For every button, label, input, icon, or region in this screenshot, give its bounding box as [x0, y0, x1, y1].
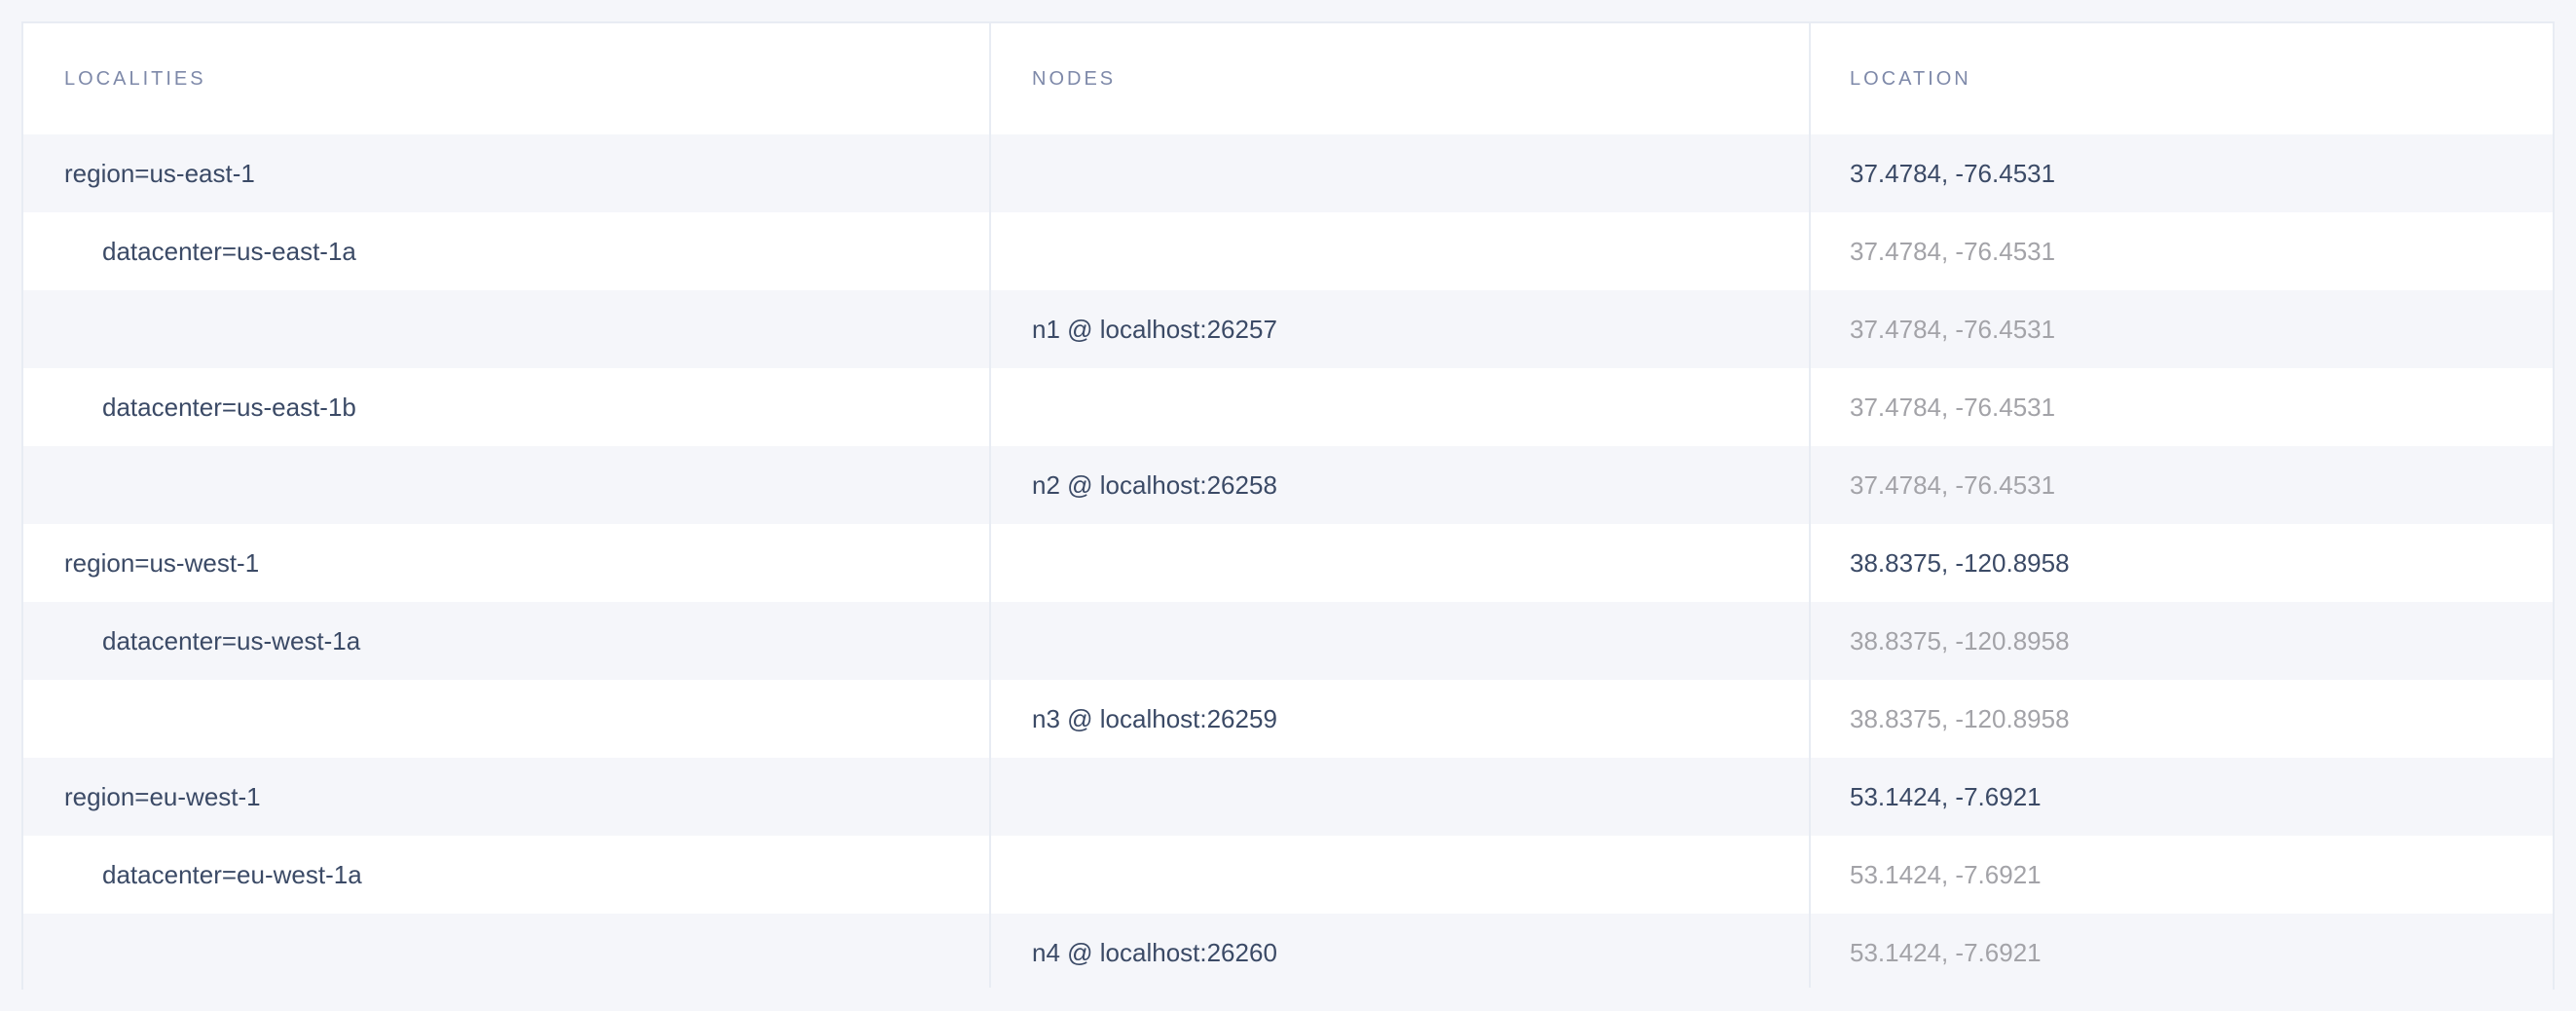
locality-cell: datacenter=eu-west-1a: [102, 860, 362, 889]
locality-cell: region=us-east-1: [64, 159, 255, 188]
location-cell: 38.8375, -120.8958: [1850, 626, 2070, 655]
table-row: region=us-east-1 37.4784, -76.4531: [23, 134, 2553, 212]
location-cell: 53.1424, -7.6921: [1850, 860, 2042, 889]
table-row: region=us-west-1 38.8375, -120.8958: [23, 524, 2553, 602]
table-row: datacenter=us-east-1b 37.4784, -76.4531: [23, 368, 2553, 446]
locality-cell: datacenter=us-east-1a: [102, 237, 356, 266]
table-row: n3 @ localhost:26259 38.8375, -120.8958: [23, 680, 2553, 758]
table-row: datacenter=us-east-1a 37.4784, -76.4531: [23, 212, 2553, 290]
column-divider: [989, 23, 991, 988]
table-row: n2 @ localhost:26258 37.4784, -76.4531: [23, 446, 2553, 524]
location-cell: 37.4784, -76.4531: [1850, 237, 2056, 266]
location-cell: 37.4784, -76.4531: [1850, 470, 2056, 500]
table-row: region=eu-west-1 53.1424, -7.6921: [23, 758, 2553, 836]
locality-cell: region=eu-west-1: [64, 782, 261, 811]
locality-cell: datacenter=us-east-1b: [102, 393, 356, 422]
location-cell: 37.4784, -76.4531: [1850, 393, 2056, 422]
location-cell: 53.1424, -7.6921: [1850, 938, 2042, 967]
location-cell: 37.4784, -76.4531: [1850, 159, 2056, 188]
table-row: n1 @ localhost:26257 37.4784, -76.4531: [23, 290, 2553, 368]
node-cell[interactable]: n2 @ localhost:26258: [1032, 470, 1277, 500]
location-cell: 53.1424, -7.6921: [1850, 782, 2042, 811]
localities-table: LOCALITIES NODES LOCATION region=us-east…: [21, 21, 2555, 992]
location-cell: 37.4784, -76.4531: [1850, 315, 2056, 344]
location-cell: 38.8375, -120.8958: [1850, 704, 2070, 733]
column-divider: [1809, 23, 1811, 988]
table-row: datacenter=us-west-1a 38.8375, -120.8958: [23, 602, 2553, 680]
node-cell[interactable]: n3 @ localhost:26259: [1032, 704, 1277, 733]
header-localities[interactable]: LOCALITIES: [64, 68, 206, 90]
header-location[interactable]: LOCATION: [1850, 68, 1971, 90]
header-nodes[interactable]: NODES: [1032, 68, 1117, 90]
location-cell: 38.8375, -120.8958: [1850, 548, 2070, 578]
table-row: n4 @ localhost:26260 53.1424, -7.6921: [23, 914, 2553, 992]
node-cell[interactable]: n4 @ localhost:26260: [1032, 938, 1277, 967]
table-row: datacenter=eu-west-1a 53.1424, -7.6921: [23, 836, 2553, 914]
table-header: LOCALITIES NODES LOCATION: [23, 23, 2553, 134]
locality-cell: datacenter=us-west-1a: [102, 626, 361, 655]
locality-cell: region=us-west-1: [64, 548, 260, 578]
node-cell[interactable]: n1 @ localhost:26257: [1032, 315, 1277, 344]
